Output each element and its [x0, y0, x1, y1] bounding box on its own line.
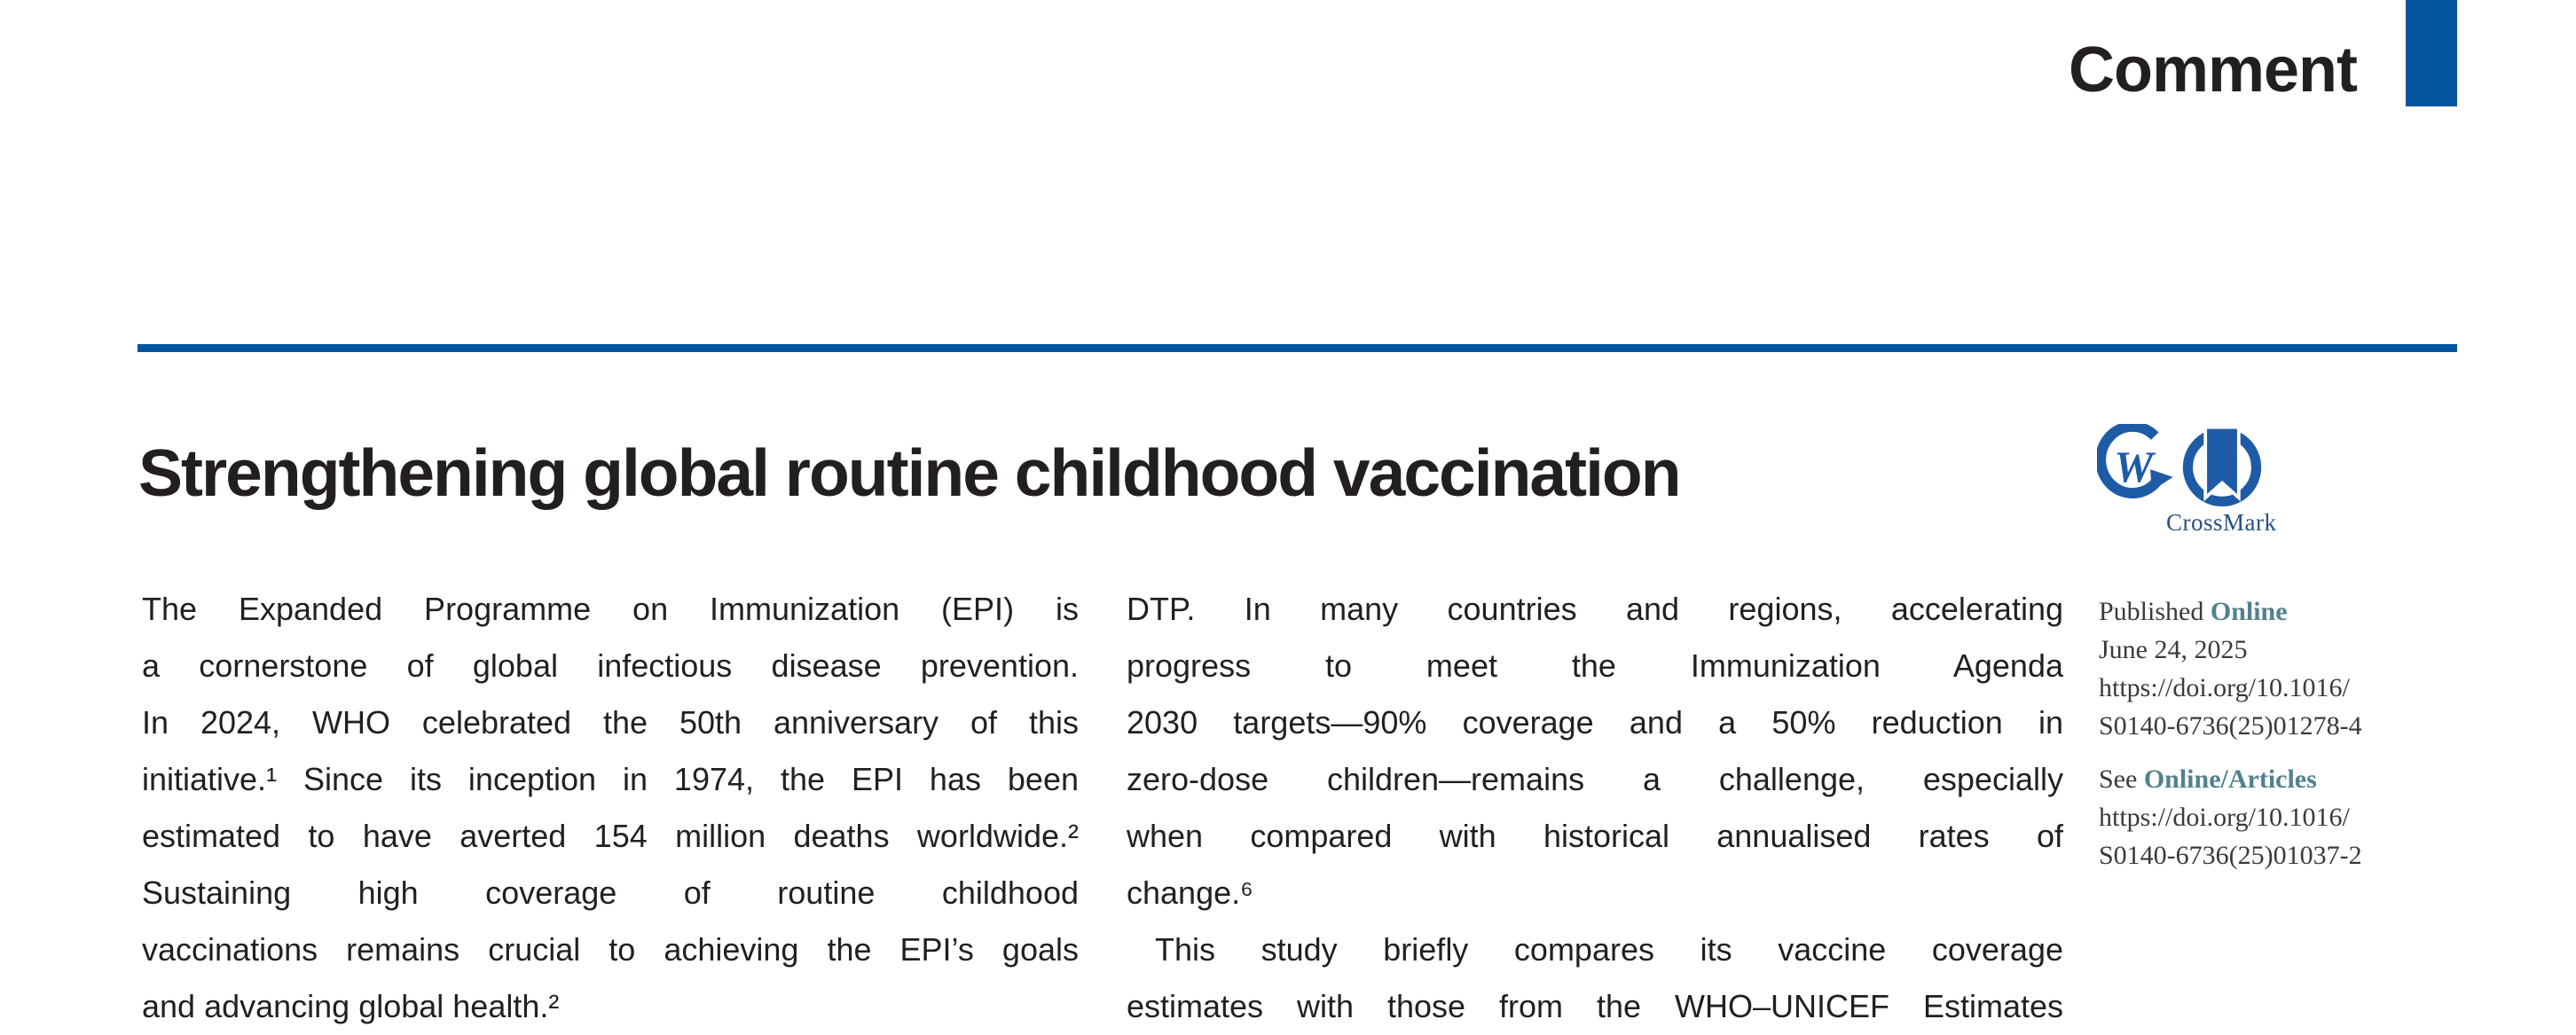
body-line: The Expanded Programme on Immunization (… — [142, 591, 1079, 627]
body-line: when compared with historical annualised… — [1127, 818, 2063, 854]
published-label: Published — [2099, 597, 2211, 626]
doi-link-line[interactable]: S0140-6736(25)01037-2 — [2099, 841, 2362, 870]
sidebar-metadata: Published Online June 24, 2025 https://d… — [2099, 592, 2525, 874]
body-line: progress to meet the Immunization Agenda — [1127, 647, 2063, 684]
body-line: This study briefly compares its vaccine … — [1155, 931, 2063, 968]
article-body: The Expanded Programme on Immunization (… — [142, 581, 2063, 1035]
section-color-bar — [2406, 0, 2457, 106]
crossmark-badge[interactable]: W CrossMark — [2097, 424, 2277, 537]
body-line: 2030 targets—90% coverage and a 50% redu… — [1127, 704, 2063, 741]
body-line: Sustaining high coverage of routine chil… — [142, 874, 1079, 911]
web-update-icon: W — [2097, 424, 2173, 499]
body-line: a cornerstone of global infectious disea… — [142, 647, 1079, 684]
crossmark-bookmark-icon — [2182, 425, 2262, 507]
body-line: change.⁶ — [1127, 874, 1253, 911]
column-right: DTP. In many countries and regions, acce… — [1127, 581, 2063, 1035]
see-label: See — [2099, 764, 2144, 794]
section-title: Comment — [2068, 35, 2358, 106]
doi-link-line[interactable]: S0140-6736(25)01278-4 — [2099, 711, 2362, 741]
body-line: In 2024, WHO celebrated the 50th anniver… — [142, 704, 1079, 741]
doi-link-line[interactable]: https://doi.org/10.1016/ — [2099, 803, 2350, 832]
body-line: DTP. In many countries and regions, acce… — [1127, 591, 2063, 627]
published-online-label: Online — [2210, 597, 2288, 626]
crossmark-label: CrossMark — [2166, 509, 2277, 536]
published-online-line: Published Online — [2099, 592, 2525, 631]
body-line: and advancing global health.² — [142, 988, 560, 1024]
see-online-articles-label: Online/Articles — [2143, 764, 2317, 794]
body-line: estimated to have averted 154 million de… — [142, 818, 1079, 854]
crossmark-logos: W — [2097, 424, 2274, 507]
see-online-line: See Online/Articles — [2099, 760, 2525, 798]
publication-date: June 24, 2025 — [2099, 635, 2248, 664]
body-line: estimates with those from the WHO–UNICEF… — [1127, 988, 2063, 1024]
body-line: initiative.¹ Since its inception in 1974… — [142, 761, 1079, 797]
body-line: vaccinations remains crucial to achievin… — [142, 931, 1079, 968]
doi-link-line[interactable]: https://doi.org/10.1016/ — [2099, 673, 2350, 702]
body-line: zero-dose children—remains a challenge, … — [1127, 761, 2063, 797]
svg-text:W: W — [2114, 443, 2156, 491]
header-rule — [137, 344, 2457, 352]
article-title: Strengthening global routine childhood v… — [138, 435, 1682, 510]
column-left: The Expanded Programme on Immunization (… — [142, 581, 1079, 1035]
